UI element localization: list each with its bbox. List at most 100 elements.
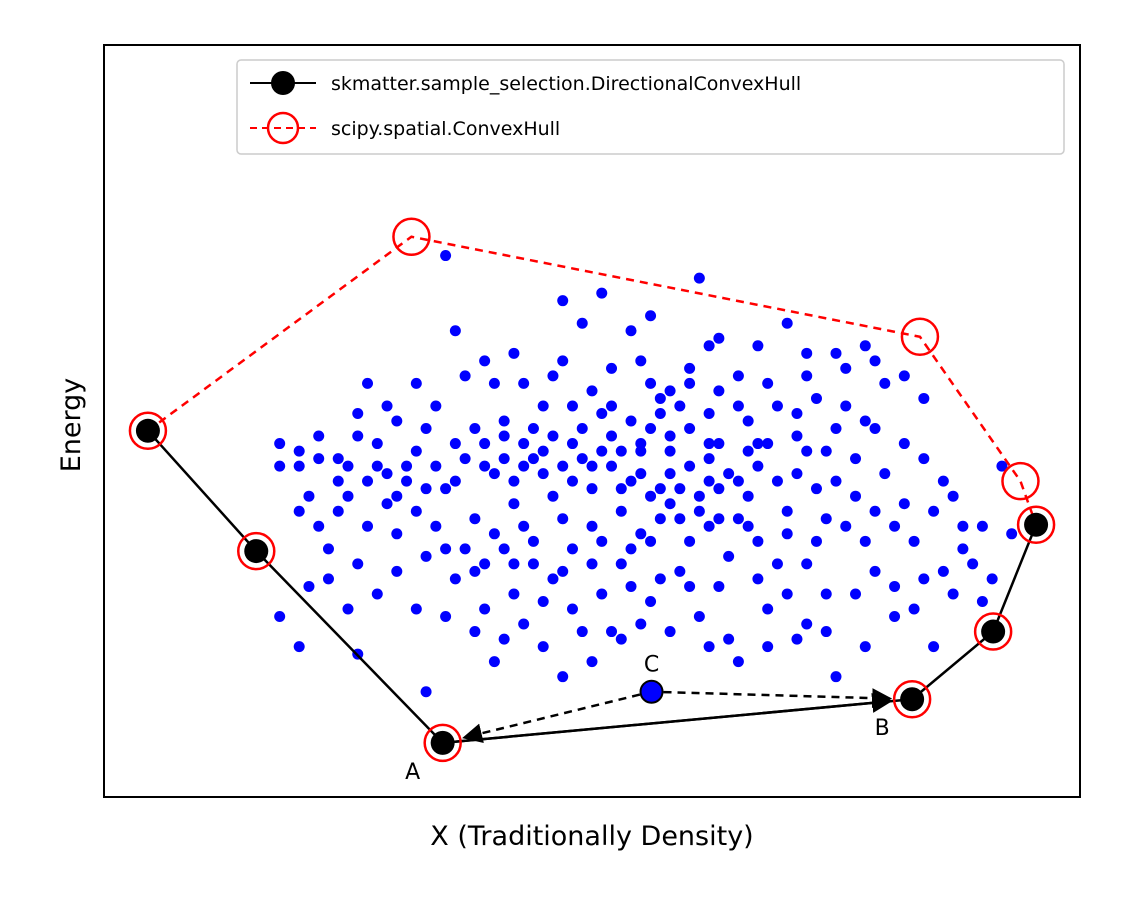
sample-point [703,520,715,532]
sample-point [703,340,715,352]
sample-point [527,558,539,570]
sample-point [313,430,325,442]
sample-point [362,520,374,532]
sample-point [869,355,881,367]
sample-point [313,520,325,532]
sample-point [771,558,783,570]
sample-point [723,633,735,645]
point-label-a: A [405,760,420,785]
sample-point [557,355,569,367]
sample-point [869,423,881,435]
sample-point [859,641,871,653]
sample-point [879,468,891,480]
sample-point [596,535,608,547]
sample-point [371,438,383,450]
sample-point [801,558,813,570]
sample-point [293,460,305,472]
sample-point [635,618,647,630]
convex-hull-marker [1001,461,1040,501]
sample-point [527,535,539,547]
sample-point [449,325,461,337]
sample-point [557,565,569,577]
sample-point [752,438,764,450]
sample-point [889,520,901,532]
sample-point [742,520,754,532]
sample-point [410,603,422,615]
sample-point [645,377,657,389]
convex-hull-marker [128,411,168,451]
sample-point [274,460,286,472]
sample-point [352,407,364,419]
sample-point [586,656,598,668]
sample-point [576,453,588,465]
sample-point [488,528,500,540]
sample-point [781,588,793,600]
point-c-marker [639,679,664,704]
arrow-a-to-b [442,692,893,745]
sample-point [566,543,578,555]
sample-point [586,483,598,495]
sample-point [771,400,783,412]
sample-point [625,543,637,555]
sample-point [781,528,793,540]
sample-point [606,626,618,638]
sample-point [518,460,530,472]
sample-point [518,520,530,532]
sample-point [967,558,979,570]
sample-point [840,362,852,374]
sample-point [889,611,901,623]
sample-point [440,611,452,623]
sample-point [869,565,881,577]
sample-point [547,430,559,442]
sample-point [693,505,705,517]
sample-point [947,588,959,600]
sample-point [537,641,549,653]
sample-point [381,400,393,412]
sample-point [693,611,705,623]
sample-point [898,370,910,382]
directional-hull-marker [1024,512,1049,537]
sample-point [947,490,959,502]
sample-point [752,460,764,472]
sample-point [586,558,598,570]
sample-point [664,626,676,638]
sample-point [723,468,735,480]
sample-point [732,400,744,412]
sample-point [488,656,500,668]
sample-point [459,453,471,465]
sample-point [469,513,481,525]
sample-point [449,438,461,450]
sample-point [566,603,578,615]
sample-point [596,445,608,457]
sample-point [381,468,393,480]
sample-point [732,475,744,487]
sample-point [352,558,364,570]
sample-point [976,520,988,532]
sample-point [976,595,988,607]
directional-hull-marker [900,687,925,712]
sample-point [635,445,647,457]
sample-point [957,520,969,532]
sample-point [488,377,500,389]
sample-point [957,543,969,555]
sample-point [879,377,891,389]
sample-point [293,641,305,653]
sample-point [479,558,491,570]
sample-point [596,588,608,600]
sample-point [440,483,452,495]
sample-point [479,603,491,615]
sample-point [674,513,686,525]
sample-point [762,438,774,450]
sample-point [889,580,901,592]
sample-point [469,423,481,435]
sample-point [791,407,803,419]
sample-point [801,347,813,359]
sample-point [732,513,744,525]
sample-point [684,362,696,374]
sample-point [410,377,422,389]
y-axis-label: Energy [56,378,87,473]
sample-point [703,407,715,419]
sample-point [684,460,696,472]
sample-point [547,490,559,502]
